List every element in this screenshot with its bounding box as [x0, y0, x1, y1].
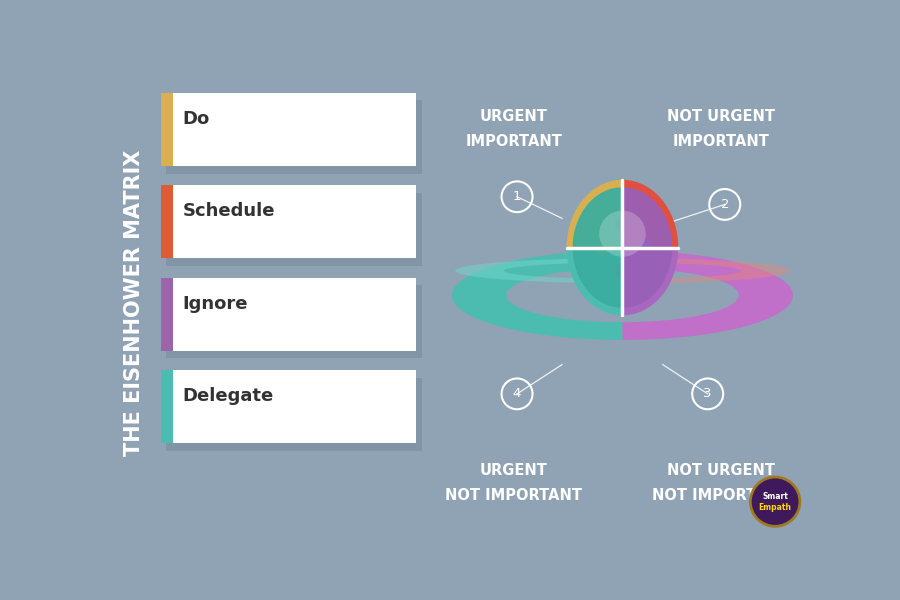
FancyBboxPatch shape	[166, 193, 422, 266]
FancyBboxPatch shape	[166, 100, 422, 173]
FancyBboxPatch shape	[160, 93, 173, 166]
Text: Ignore: Ignore	[182, 295, 248, 313]
Circle shape	[751, 477, 800, 526]
Text: NOT IMPORTANT: NOT IMPORTANT	[652, 488, 789, 503]
Polygon shape	[573, 188, 623, 307]
Polygon shape	[623, 251, 793, 340]
Circle shape	[615, 216, 630, 232]
Polygon shape	[567, 248, 623, 316]
Text: 3: 3	[704, 388, 712, 400]
Polygon shape	[452, 251, 623, 340]
FancyBboxPatch shape	[160, 185, 417, 259]
Text: NOT IMPORTANT: NOT IMPORTANT	[446, 488, 582, 503]
FancyBboxPatch shape	[166, 377, 422, 451]
Circle shape	[615, 263, 630, 279]
Polygon shape	[455, 258, 618, 283]
Text: Schedule: Schedule	[182, 202, 274, 220]
Text: Do: Do	[182, 110, 210, 128]
FancyBboxPatch shape	[160, 278, 173, 351]
Polygon shape	[623, 180, 679, 248]
Text: 1: 1	[513, 190, 521, 203]
Text: IMPORTANT: IMPORTANT	[672, 134, 770, 149]
Text: THE EISENHOWER MATRIX: THE EISENHOWER MATRIX	[124, 150, 144, 456]
Circle shape	[595, 240, 611, 255]
Text: Smart: Smart	[762, 492, 788, 501]
Text: Delegate: Delegate	[182, 387, 274, 405]
Polygon shape	[623, 248, 679, 316]
Text: 2: 2	[721, 198, 729, 211]
FancyBboxPatch shape	[160, 370, 173, 443]
FancyBboxPatch shape	[160, 93, 417, 166]
Text: 4: 4	[513, 388, 521, 400]
FancyBboxPatch shape	[160, 370, 417, 443]
Polygon shape	[567, 180, 623, 248]
Polygon shape	[626, 258, 789, 283]
FancyBboxPatch shape	[166, 285, 422, 358]
Text: URGENT: URGENT	[480, 463, 548, 478]
FancyBboxPatch shape	[160, 185, 173, 259]
Text: NOT URGENT: NOT URGENT	[667, 463, 775, 478]
Text: NOT URGENT: NOT URGENT	[667, 109, 775, 124]
Circle shape	[637, 240, 652, 255]
Text: Empath: Empath	[759, 503, 792, 512]
FancyBboxPatch shape	[160, 278, 417, 351]
Text: URGENT: URGENT	[480, 109, 548, 124]
Text: IMPORTANT: IMPORTANT	[465, 134, 562, 149]
Polygon shape	[623, 188, 671, 307]
Circle shape	[599, 211, 645, 257]
